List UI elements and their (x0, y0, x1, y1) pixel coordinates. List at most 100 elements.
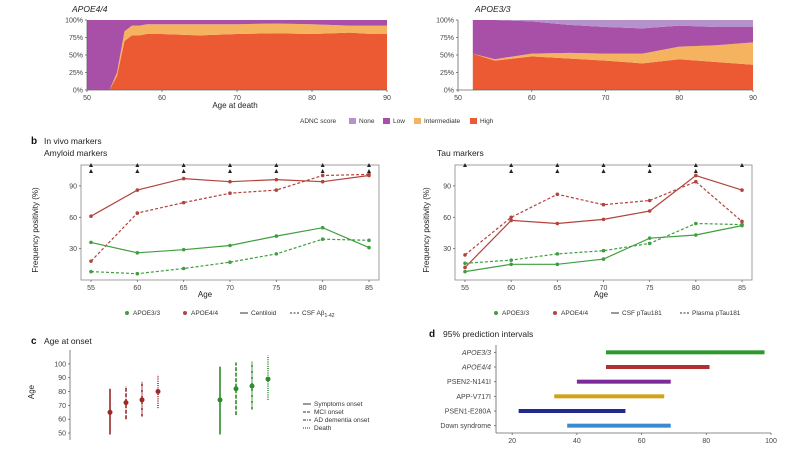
significance-marker (601, 163, 606, 167)
y-tick-label: 50% (69, 53, 83, 60)
data-point (228, 191, 232, 196)
legend-marker-apoe33 (125, 311, 129, 315)
panel-a-right-title: APOE3/3 (474, 4, 511, 14)
data-point (509, 258, 513, 262)
data-point (555, 252, 560, 256)
panel-a-left-title: APOE4/4 (71, 4, 108, 14)
panel-a-right-chart: APOE3/3 50 60 70 80 90 0% 25% 50% 75% 100% (436, 4, 757, 102)
interval-bar (567, 423, 671, 428)
significance-marker (693, 163, 698, 167)
category-label: APOE4/4 (461, 365, 491, 372)
legend-label-high: High (480, 118, 494, 125)
series-line (464, 174, 743, 268)
significance-marker (320, 169, 325, 173)
data-point (135, 211, 140, 215)
data-point (463, 253, 467, 257)
legend-marker-apoe33-tau (494, 311, 498, 315)
panel-b-right-legend: APOE3/3 APOE4/4 CSF pTau181 Plasma pTau1… (494, 310, 741, 317)
interval-bar (518, 409, 626, 413)
x-tick-label: 70 (602, 95, 610, 102)
x-tick-label: 20 (508, 438, 516, 445)
interval-mean-point (265, 376, 271, 382)
legend-label-plasma-ptau: Plasma pTau181 (692, 310, 741, 317)
interval-mean-point (123, 400, 129, 406)
x-tick-label: 90 (383, 95, 391, 102)
significance-marker (274, 169, 279, 173)
legend-label-ad: AD dementia onset (314, 417, 369, 424)
legend-label-intermediate: Intermediate (424, 118, 461, 125)
series-line (90, 173, 370, 262)
data-point (181, 247, 186, 252)
interval-mean-point (139, 397, 145, 403)
significance-marker (135, 169, 140, 173)
data-point (647, 198, 652, 203)
category-label: APP-V717I (456, 394, 491, 401)
category-label: Down syndrome (440, 423, 491, 430)
interval-mean-point (249, 383, 255, 389)
data-point (647, 209, 652, 213)
data-point (555, 221, 560, 226)
data-point (320, 225, 325, 230)
data-point (367, 172, 371, 177)
interval-bar (606, 350, 765, 355)
series-line (464, 225, 743, 273)
y-tick-label: 30 (443, 246, 451, 253)
legend-label-csf-abeta-main: CSF Aβ (302, 310, 325, 317)
significance-marker (89, 163, 93, 167)
y-tick-label: 0% (73, 88, 83, 95)
data-point (509, 262, 513, 267)
data-point (555, 262, 560, 267)
panel-c-legend: Symptoms onset MCI onset AD dementia ons… (303, 401, 369, 432)
y-tick-label: 90 (58, 375, 66, 382)
y-tick-label: 50 (58, 431, 66, 438)
significance-marker (555, 169, 560, 173)
panel-b-right-title: Tau markers (437, 148, 484, 158)
area-series-low (472, 20, 753, 60)
interval-mean-point (107, 409, 113, 415)
category-label: APOE3/3 (461, 350, 491, 357)
legend-label-csf-abeta: CSF Aβ1-42 (302, 310, 335, 319)
panel-d-letter: d (429, 329, 435, 340)
data-point (509, 215, 513, 220)
y-tick-label: 50% (440, 53, 454, 60)
x-tick-label: 50 (454, 95, 462, 102)
significance-marker (228, 169, 232, 173)
data-point (320, 237, 325, 242)
x-tick-label: 65 (553, 285, 561, 292)
data-point (601, 217, 606, 222)
area-series-none (472, 20, 753, 29)
data-point (228, 243, 232, 248)
legend-label-death: Death (314, 425, 332, 432)
x-tick-label: 60 (507, 285, 515, 292)
panel-b-left-legend: APOE3/3 APOE4/4 Centiloid CSF Aβ1-42 (125, 310, 335, 319)
x-tick-label: 40 (573, 438, 581, 445)
significance-marker (228, 163, 232, 167)
legend-label-low: Low (393, 118, 405, 125)
y-tick-label: 90 (443, 183, 451, 190)
data-point (647, 241, 652, 246)
data-point (320, 179, 325, 184)
data-point (181, 266, 186, 271)
significance-marker (367, 169, 371, 173)
area-series-intermediate (87, 23, 387, 90)
data-point (367, 245, 371, 250)
x-tick-label: 75 (646, 285, 654, 292)
data-point (135, 251, 140, 255)
x-tick-label: 80 (692, 285, 700, 292)
data-point (89, 269, 93, 274)
data-point (89, 240, 93, 245)
significance-marker (274, 163, 279, 167)
x-tick-label: 80 (702, 438, 710, 445)
y-tick-label: 60 (69, 215, 77, 222)
area-series-low (87, 20, 387, 90)
y-tick-label: 60 (443, 215, 451, 222)
x-tick-label: 65 (180, 285, 188, 292)
legend-swatch-intermediate (414, 118, 421, 124)
x-tick-label: 80 (319, 285, 327, 292)
y-tick-label: 60 (58, 417, 66, 424)
data-point (320, 173, 325, 178)
panel-c-chart: Age 50 60 70 80 90 100 (27, 350, 271, 440)
interval-mean-point (233, 386, 239, 392)
data-point (463, 261, 467, 266)
y-tick-label: 90 (69, 183, 77, 190)
